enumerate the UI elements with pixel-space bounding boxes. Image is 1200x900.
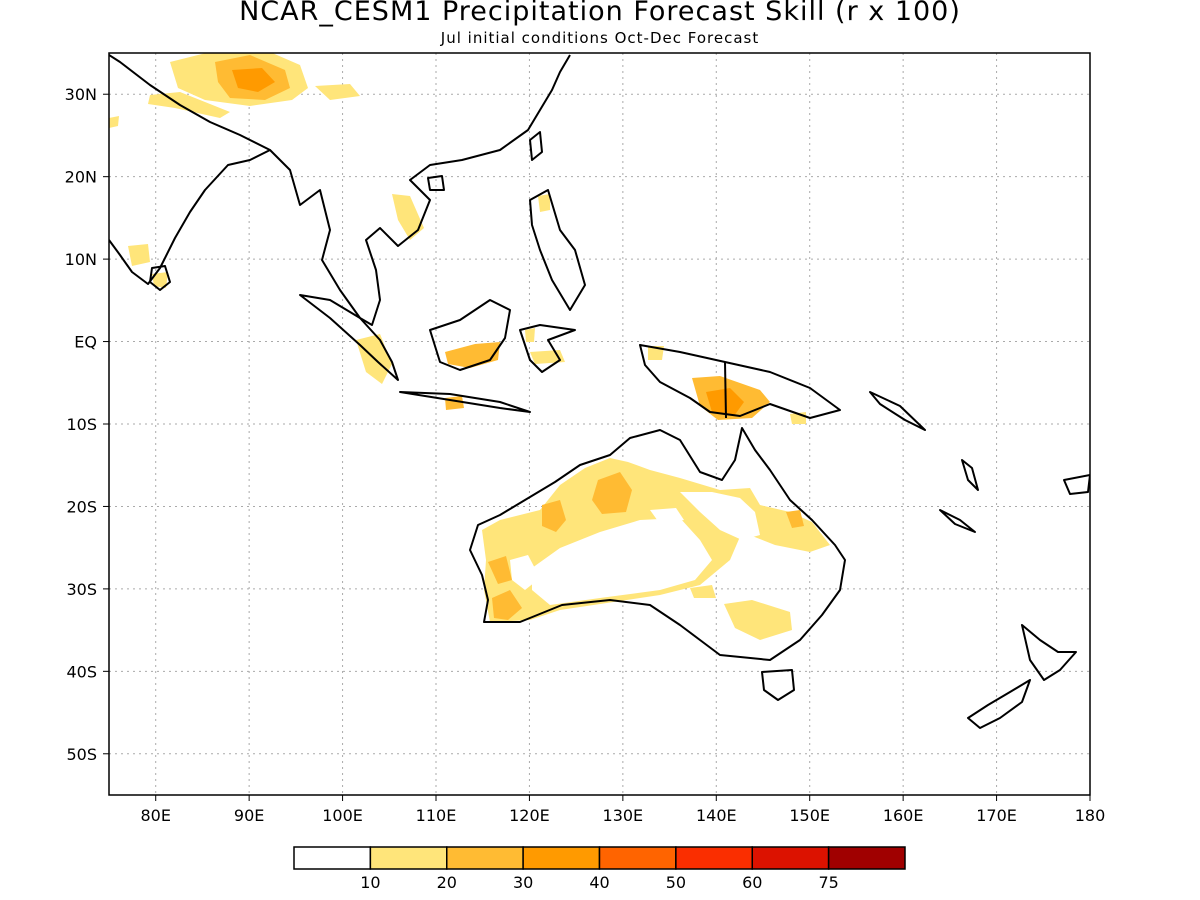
y-tick-label: EQ	[74, 333, 97, 352]
colorbar-swatch	[293, 846, 372, 870]
coast-png-border	[724, 361, 727, 419]
skill-region-vietnam	[392, 194, 424, 240]
y-tick-label: 20N	[65, 168, 97, 187]
skill-region-australia-queensland-orange	[786, 510, 804, 528]
coast-new-zealand-south	[967, 679, 1031, 729]
coast-sumatra	[299, 294, 399, 381]
colorbar-label: 10	[360, 873, 380, 892]
coast-mainland-asia	[269, 54, 571, 326]
y-tick-label: 10N	[65, 250, 97, 269]
plot-frame	[108, 52, 1091, 796]
coast-sri-lanka	[149, 265, 171, 291]
skill-region-australia-west-orange	[488, 556, 512, 584]
skill-region-west-edge	[109, 116, 119, 128]
coast-hainan	[427, 175, 445, 191]
y-tick-label: 20S	[66, 497, 97, 516]
coast-sulawesi	[519, 324, 576, 373]
colorbar-swatch	[827, 846, 906, 870]
coast-solomon-islands	[869, 391, 926, 431]
colorbar-label: 20	[437, 873, 457, 892]
coast-new-zealand-north	[1021, 624, 1077, 681]
coast-philippines	[529, 189, 586, 311]
x-tick-label: 180	[1075, 806, 1106, 825]
x-tick-label: 170E	[976, 806, 1017, 825]
x-tick-label: 110E	[416, 806, 457, 825]
map-subtitle: Jul initial conditions Oct-Dec Forecast	[440, 29, 760, 47]
x-tick-label: 90E	[234, 806, 264, 825]
colorbar-swatch	[751, 846, 830, 870]
skill-region-australia-hole-northeast	[680, 492, 760, 540]
skill-region-east-tibet	[315, 84, 360, 100]
x-tick-label: 140E	[696, 806, 737, 825]
coast-borneo	[429, 299, 511, 371]
y-tick-label: 40S	[66, 662, 97, 681]
skill-region-borneo	[445, 342, 500, 368]
skill-region-tibet-max	[232, 68, 275, 92]
x-tick-label: 100E	[322, 806, 363, 825]
colorbar-swatch	[369, 846, 448, 870]
skill-region-australia-northwest-orange	[542, 500, 566, 532]
skill-region-sulawesi	[530, 350, 565, 364]
coastlines	[109, 54, 1090, 729]
skill-region-australia-southwest-orange	[492, 590, 522, 620]
skill-region-java	[445, 396, 464, 410]
x-tick-label: 130E	[603, 806, 644, 825]
colorbar-swatch	[598, 846, 677, 870]
axis-ticks: 80E 90E 100E 110E 120E 130E 140E 150E 160E 170E 18…	[65, 85, 1106, 825]
coast-india	[109, 54, 271, 285]
x-tick-label: 80E	[140, 806, 170, 825]
colorbar-swatch	[522, 846, 601, 870]
colorbar-swatch	[446, 846, 524, 870]
colorbar: 10 20 30 40 50 60 75	[293, 846, 906, 892]
y-tick-label: 30S	[66, 580, 97, 599]
skill-region-sri-lanka	[152, 272, 168, 288]
x-tick-label: 160E	[883, 806, 924, 825]
skill-region-australia-hole-west	[510, 555, 540, 590]
map-title: NCAR_CESM1 Precipitation Forecast Skill …	[239, 0, 961, 27]
coast-java	[399, 391, 531, 413]
skill-region-australia-southeast	[724, 600, 792, 640]
coast-taiwan	[529, 131, 543, 161]
coast-fiji	[1063, 474, 1090, 495]
y-tick-label: 50S	[66, 745, 97, 764]
skill-region-australia-south-small	[690, 585, 716, 598]
y-tick-label: 30N	[65, 85, 97, 104]
skill-region-south-india	[128, 244, 150, 266]
skill-region-luzon	[525, 328, 535, 342]
x-tick-label: 150E	[789, 806, 830, 825]
x-tick-label: 120E	[509, 806, 550, 825]
colorbar-label: 75	[818, 873, 838, 892]
skill-region-australia-hole-central	[532, 518, 712, 605]
coast-tasmania	[761, 669, 795, 701]
skill-region-australia-hole-north	[650, 508, 684, 524]
colorbar-label: 50	[666, 873, 686, 892]
y-tick-label: 10S	[66, 415, 97, 434]
colorbar-label: 30	[513, 873, 533, 892]
coast-new-guinea	[639, 344, 841, 419]
colorbar-swatch	[675, 846, 753, 870]
colorbar-label: 40	[589, 873, 609, 892]
colorbar-label: 60	[742, 873, 762, 892]
coast-australia	[469, 427, 846, 661]
skill-region-philippines	[538, 194, 550, 212]
grid-lines	[109, 53, 1090, 795]
skill-region-australia-north-orange	[592, 472, 632, 514]
coast-vanuatu	[961, 459, 979, 491]
skill-shading	[109, 53, 830, 640]
coast-new-caledonia	[939, 509, 976, 533]
